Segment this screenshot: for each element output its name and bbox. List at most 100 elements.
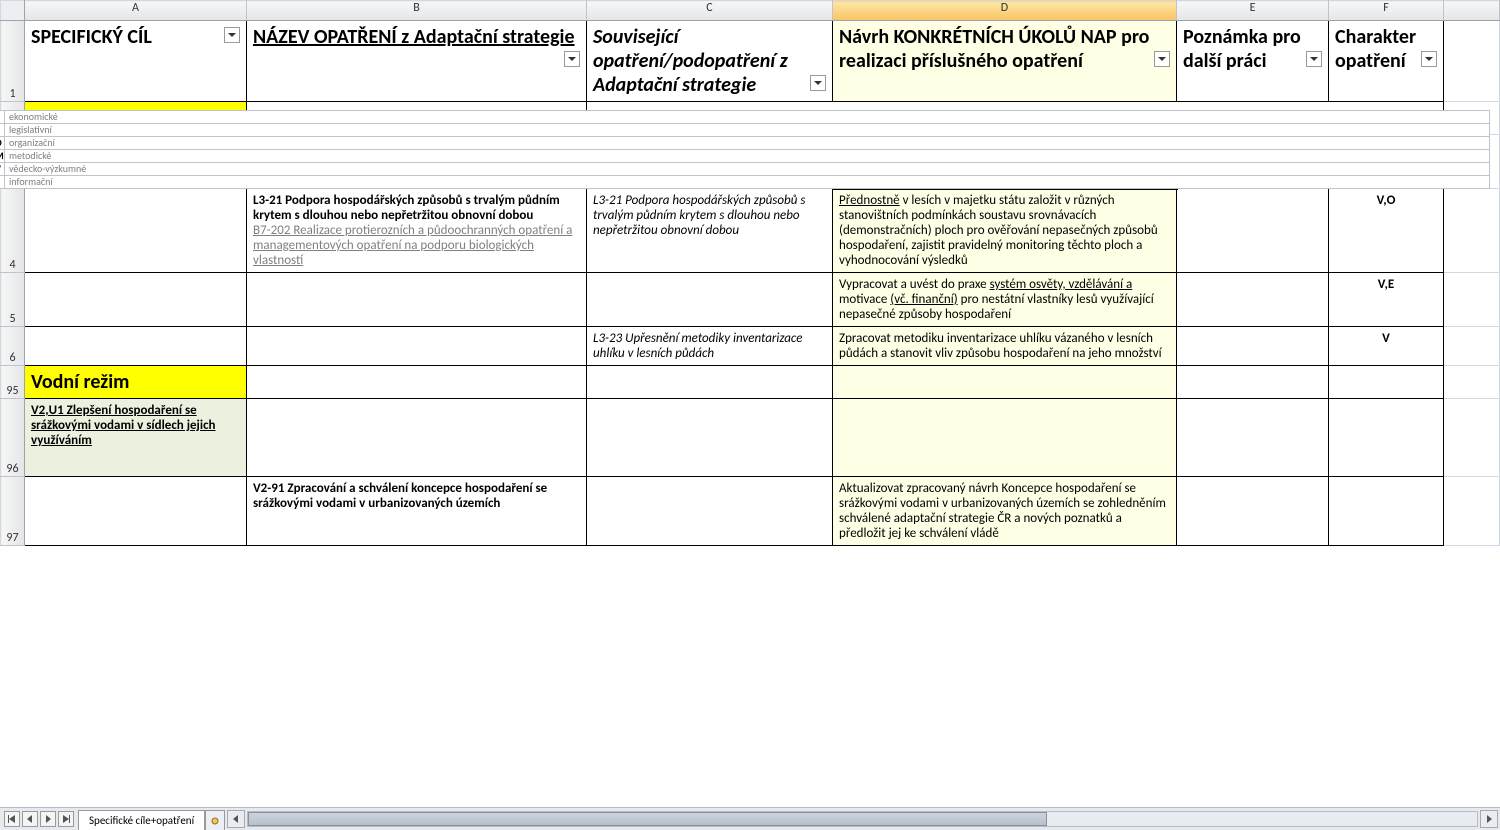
row-header-1[interactable]: 1 bbox=[1, 21, 25, 102]
scroll-right-button[interactable] bbox=[1480, 810, 1498, 828]
nav-last-icon[interactable] bbox=[58, 811, 74, 827]
cell-F96[interactable] bbox=[1329, 399, 1444, 477]
cell-C1[interactable]: Související opatření/podopatření z Adapt… bbox=[587, 21, 833, 102]
cell-F5[interactable]: V,E bbox=[1329, 273, 1444, 327]
row-header-95[interactable]: 95 bbox=[1, 366, 25, 399]
column-header-row: A B C D E F bbox=[1, 1, 1500, 21]
cell-E6[interactable] bbox=[1177, 327, 1329, 366]
cell-D4[interactable]: Přednostně v lesích v majetku státu zalo… bbox=[833, 189, 1177, 273]
cell-A96[interactable]: V2,U1 Zlepšení hospodaření se srážkovými… bbox=[25, 399, 247, 477]
nav-first-icon[interactable] bbox=[4, 811, 20, 827]
cell-F95[interactable] bbox=[1329, 366, 1444, 399]
cell-B6[interactable] bbox=[247, 327, 587, 366]
row-header-6[interactable]: 6 bbox=[1, 327, 25, 366]
cell-B5[interactable] bbox=[247, 273, 587, 327]
cell-E4[interactable] bbox=[1177, 189, 1329, 273]
filter-button-B[interactable] bbox=[564, 51, 580, 67]
cell-C6[interactable]: L3-23 Upřesnění metodiky inventarizace u… bbox=[587, 327, 833, 366]
legend-val-I: informační bbox=[5, 176, 1490, 189]
new-sheet-button[interactable] bbox=[205, 810, 225, 830]
spreadsheet-grid: A B C D E F 1 SPECIFICKÝ CÍL NÁZEV OPATŘ… bbox=[0, 0, 1500, 546]
legend-key-M: M bbox=[0, 150, 5, 163]
col-header-F[interactable]: F bbox=[1329, 1, 1444, 21]
d5e: (vč. finanční) bbox=[890, 292, 957, 307]
cell-B4-sub: B7-202 Realizace protierozních a půdooch… bbox=[253, 223, 572, 268]
col-header-A[interactable]: A bbox=[25, 1, 247, 21]
row-4: 4 L3-21 Podpora hospodářských způsobů s … bbox=[1, 189, 1500, 273]
cell-E95[interactable] bbox=[1177, 366, 1329, 399]
legend-val-E: ekonomické bbox=[5, 111, 1490, 124]
row-96: 96 V2,U1 Zlepšení hospodaření se srážkov… bbox=[1, 399, 1500, 477]
header-B-text: NÁZEV OPATŘENÍ z Adaptační strategie bbox=[253, 25, 575, 49]
cell-F4[interactable]: V,O bbox=[1329, 189, 1444, 273]
filter-button-E[interactable] bbox=[1306, 51, 1322, 67]
scroll-thumb[interactable] bbox=[248, 812, 1047, 826]
cell-E5[interactable] bbox=[1177, 273, 1329, 327]
legend-box: Eekonomické Llegislativní Oorganizační M… bbox=[0, 110, 1490, 189]
cell-B97[interactable]: V2-91 Zpracování a schválení koncepce ho… bbox=[247, 477, 587, 546]
cell-A95-section[interactable]: Vodní režim bbox=[25, 366, 247, 399]
cell-D97[interactable]: Aktualizovat zpracovaný návrh Koncepce h… bbox=[833, 477, 1177, 546]
cell-F97[interactable] bbox=[1329, 477, 1444, 546]
cell-B4[interactable]: L3-21 Podpora hospodářských způsobů s tr… bbox=[247, 189, 587, 273]
cell-D6[interactable]: Zpracovat metodiku inventarizace uhlíku … bbox=[833, 327, 1177, 366]
col-header-D[interactable]: D bbox=[833, 1, 1177, 21]
header-C-text: Související opatření/podopatření z Adapt… bbox=[593, 25, 788, 97]
row-header-97[interactable]: 97 bbox=[1, 477, 25, 546]
filter-button-D[interactable] bbox=[1154, 51, 1170, 67]
cell-D96[interactable] bbox=[833, 399, 1177, 477]
cell-A4[interactable] bbox=[25, 189, 247, 273]
cell-A1[interactable]: SPECIFICKÝ CÍL bbox=[25, 21, 247, 102]
cell-C97[interactable] bbox=[587, 477, 833, 546]
d5c: a bbox=[1126, 277, 1132, 292]
sheet-nav-buttons bbox=[0, 808, 78, 830]
cell-D5[interactable]: Vypracovat a uvést do praxe systém osvět… bbox=[833, 273, 1177, 327]
cell-F6[interactable]: V bbox=[1329, 327, 1444, 366]
row-header-4[interactable]: 4 bbox=[1, 189, 25, 273]
col-header-C[interactable]: C bbox=[587, 1, 833, 21]
cell-A97[interactable] bbox=[25, 477, 247, 546]
cell-D4-pref: Přednostně bbox=[839, 193, 900, 208]
cell-E96[interactable] bbox=[1177, 399, 1329, 477]
cell-E1[interactable]: Poznámka pro další práci bbox=[1177, 21, 1329, 102]
filter-button-F[interactable] bbox=[1421, 51, 1437, 67]
col-header-E[interactable]: E bbox=[1177, 1, 1329, 21]
filter-button-A[interactable] bbox=[224, 27, 240, 43]
cell-F1[interactable]: Charakter opatření bbox=[1329, 21, 1444, 102]
cell-B95[interactable] bbox=[247, 366, 587, 399]
cell-C4[interactable]: L3-21 Podpora hospodářských způsobů s tr… bbox=[587, 189, 833, 273]
scroll-left-button[interactable] bbox=[227, 810, 245, 828]
sheet-tab-active[interactable]: Specifické cíle+opatření bbox=[78, 810, 205, 830]
nav-next-icon[interactable] bbox=[40, 811, 56, 827]
sheet-tab-bar: Specifické cíle+opatření bbox=[0, 807, 1500, 830]
filter-button-C[interactable] bbox=[810, 75, 826, 91]
cell-B96[interactable] bbox=[247, 399, 587, 477]
col-header-empty[interactable] bbox=[1444, 1, 1500, 21]
scroll-track[interactable] bbox=[247, 811, 1478, 827]
header-D-text: Návrh KONKRÉTNÍCH ÚKOLŮ NAP pro realizac… bbox=[839, 25, 1149, 73]
row-6: 6 L3-23 Upřesnění metodiky inventarizace… bbox=[1, 327, 1500, 366]
col-header-B[interactable]: B bbox=[247, 1, 587, 21]
cell-C95[interactable] bbox=[587, 366, 833, 399]
header-A-text: SPECIFICKÝ CÍL bbox=[31, 25, 152, 49]
row-1: 1 SPECIFICKÝ CÍL NÁZEV OPATŘENÍ z Adapta… bbox=[1, 21, 1500, 102]
cell-D95[interactable] bbox=[833, 366, 1177, 399]
d5d: motivace bbox=[839, 292, 890, 307]
row-header-5[interactable]: 5 bbox=[1, 273, 25, 327]
legend-val-M: metodické bbox=[5, 150, 1490, 163]
row-header-96[interactable]: 96 bbox=[1, 399, 25, 477]
cell-C96[interactable] bbox=[587, 399, 833, 477]
legend-val-L: legislativní bbox=[5, 124, 1490, 137]
nav-prev-icon[interactable] bbox=[22, 811, 38, 827]
cell-C5[interactable] bbox=[587, 273, 833, 327]
cell-A6[interactable] bbox=[25, 327, 247, 366]
row-97: 97 V2-91 Zpracování a schválení koncepce… bbox=[1, 477, 1500, 546]
select-all-corner[interactable] bbox=[1, 1, 25, 21]
cell-B1[interactable]: NÁZEV OPATŘENÍ z Adaptační strategie bbox=[247, 21, 587, 102]
spreadsheet-window: A B C D E F 1 SPECIFICKÝ CÍL NÁZEV OPATŘ… bbox=[0, 0, 1500, 830]
d5a: Vypracovat a uvést do praxe bbox=[839, 277, 990, 292]
cell-D1[interactable]: Návrh KONKRÉTNÍCH ÚKOLŮ NAP pro realizac… bbox=[833, 21, 1177, 102]
cell-E97[interactable] bbox=[1177, 477, 1329, 546]
cell-A5[interactable] bbox=[25, 273, 247, 327]
d5b: systém osvěty, vzdělávání bbox=[990, 277, 1126, 292]
